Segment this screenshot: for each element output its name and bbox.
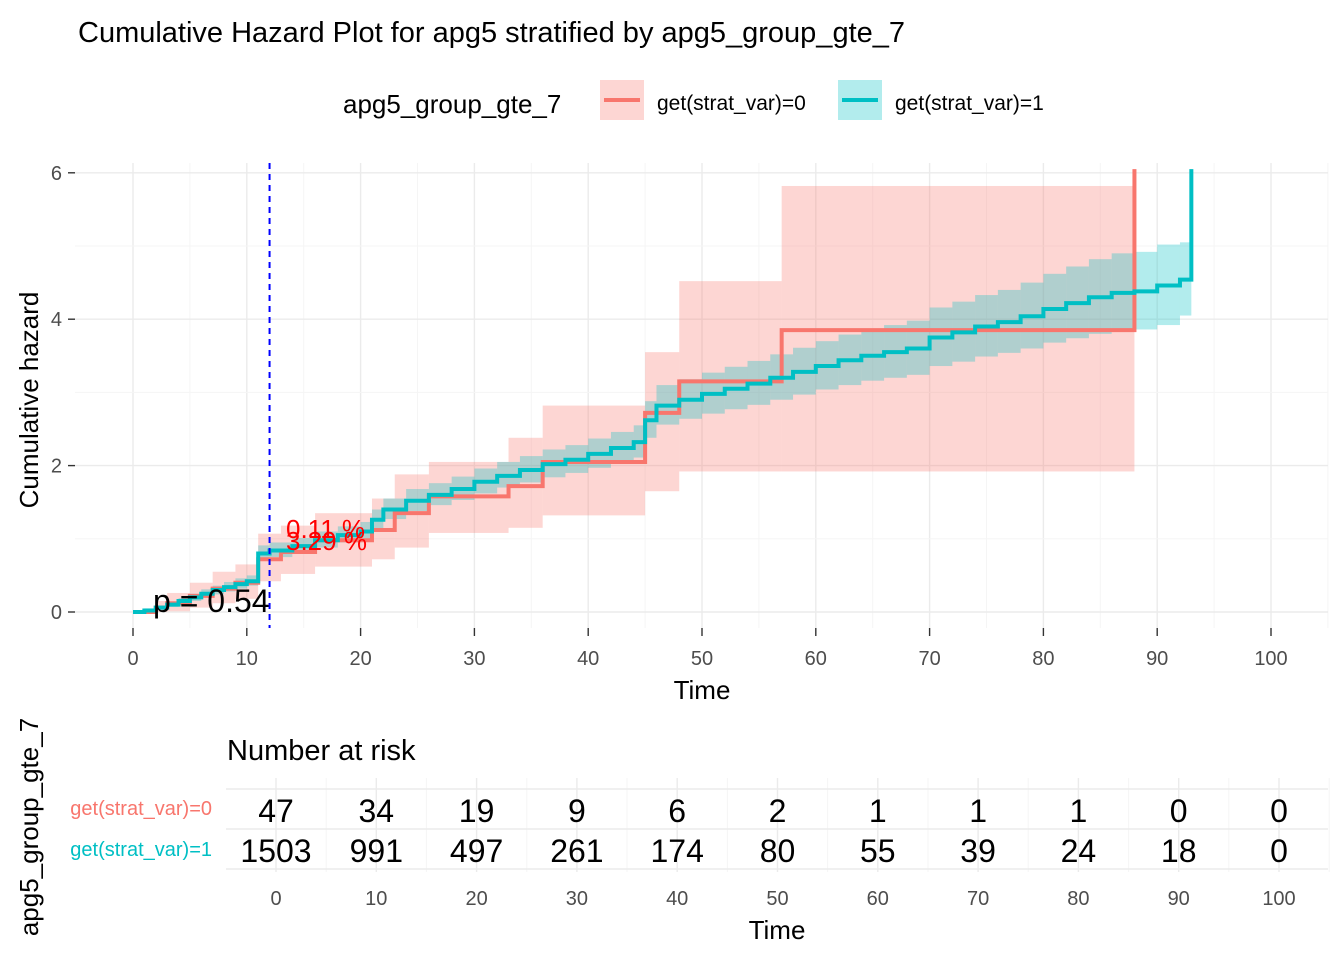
y-tick-label: 4 <box>51 309 62 331</box>
risk-cell: 18 <box>1161 833 1197 869</box>
risk-cell: 55 <box>860 833 896 869</box>
x-tick-label: 20 <box>349 648 371 670</box>
table-x-tick-label: 50 <box>766 888 788 910</box>
risk-table: Number at risk get(strat_var)=0 get(stra… <box>14 718 1330 945</box>
legend-entry-1: get(strat_var)=1 <box>895 92 1044 115</box>
risk-table-gridlines <box>226 778 1330 872</box>
x-tick-label: 10 <box>236 648 258 670</box>
table-x-tick-label: 10 <box>365 888 387 910</box>
risk-cell: 991 <box>350 833 403 869</box>
y-tick-label: 2 <box>51 456 62 478</box>
risk-table-cells: 47 34 19 9 6 2 1 1 1 0 0 1503 991 497 261 174 80 55 39 24 18… <box>240 793 1287 869</box>
risk-row-label-1: get(strat_var)=1 <box>70 839 212 861</box>
gridlines <box>75 163 1329 628</box>
hazard-plot: 0.11 % 3.29 % p = 0.54 0 10 20 30 40 50 60 70 80… <box>14 163 1329 705</box>
legend-entry-0: get(strat_var)=0 <box>657 92 806 115</box>
risk-cell: 1 <box>969 793 987 829</box>
x-tick-label: 30 <box>463 648 485 670</box>
x-tick-label: 60 <box>805 648 827 670</box>
risk-table-title: Number at risk <box>227 735 416 767</box>
annotation-label-1: 0.11 % <box>286 514 365 544</box>
legend-title: apg5_group_gte_7 <box>343 89 561 119</box>
risk-cell: 24 <box>1061 833 1097 869</box>
risk-cell: 0 <box>1170 793 1188 829</box>
risk-table-x-ticks: 0 10 20 30 40 50 60 70 80 90 100 <box>270 888 1295 910</box>
risk-cell: 2 <box>769 793 787 829</box>
table-x-tick-label: 100 <box>1262 888 1295 910</box>
risk-cell: 9 <box>568 793 586 829</box>
hazard-line-series-1 <box>133 169 1194 614</box>
x-axis-label: Time <box>674 675 731 705</box>
x-tick-label: 0 <box>127 648 138 670</box>
risk-table-y-label: apg5_group_gte_7 <box>14 718 44 936</box>
risk-cell: 80 <box>760 833 796 869</box>
table-x-tick-label: 80 <box>1067 888 1089 910</box>
risk-cell: 1503 <box>240 833 311 869</box>
risk-cell: 497 <box>450 833 503 869</box>
x-tick-label: 70 <box>918 648 940 670</box>
x-tick-label: 90 <box>1146 648 1168 670</box>
risk-cell: 261 <box>550 833 603 869</box>
table-x-tick-label: 90 <box>1168 888 1190 910</box>
risk-cell: 47 <box>258 793 294 829</box>
x-tick-label: 100 <box>1254 648 1287 670</box>
y-axis-ticks: 0 2 4 6 <box>51 163 75 624</box>
hazard-lines <box>133 169 1194 614</box>
risk-cell: 39 <box>960 833 996 869</box>
legend: apg5_group_gte_7 get(strat_var)=0 get(st… <box>343 80 1044 120</box>
table-x-tick-label: 70 <box>967 888 989 910</box>
table-x-tick-label: 0 <box>270 888 281 910</box>
x-tick-label: 80 <box>1032 648 1054 670</box>
risk-cell: 0 <box>1270 793 1288 829</box>
risk-table-x-label: Time <box>749 915 806 945</box>
y-axis-label: Cumulative hazard <box>14 292 44 509</box>
annotation-label-2: 3.29 % <box>286 526 367 556</box>
risk-cell: 34 <box>359 793 395 829</box>
y-tick-label: 0 <box>51 602 62 624</box>
band-segment <box>508 437 543 528</box>
risk-cell: 19 <box>459 793 495 829</box>
risk-row-label-0: get(strat_var)=0 <box>70 798 212 820</box>
p-value: p = 0.54 <box>153 583 270 619</box>
risk-cell: 1 <box>869 793 887 829</box>
table-x-tick-label: 20 <box>465 888 487 910</box>
risk-cell: 6 <box>668 793 686 829</box>
x-axis-ticks: 0 10 20 30 40 50 60 70 80 90 100 <box>127 628 1288 670</box>
table-x-tick-label: 60 <box>867 888 889 910</box>
band-segment <box>679 281 782 472</box>
x-tick-label: 40 <box>577 648 599 670</box>
risk-cell: 0 <box>1270 833 1288 869</box>
x-tick-label: 50 <box>691 648 713 670</box>
table-x-tick-label: 30 <box>566 888 588 910</box>
risk-cell: 174 <box>651 833 704 869</box>
table-x-tick-label: 40 <box>666 888 688 910</box>
chart-title: Cumulative Hazard Plot for apg5 stratifi… <box>78 17 905 49</box>
risk-cell: 1 <box>1070 793 1088 829</box>
y-tick-label: 6 <box>51 163 62 185</box>
